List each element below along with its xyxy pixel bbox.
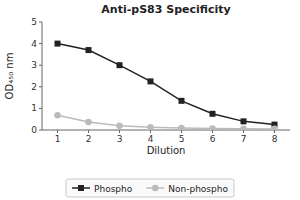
- data-point: [241, 118, 247, 124]
- y-tick-label: 5: [31, 17, 37, 27]
- x-tick: [150, 130, 151, 133]
- data-point: [271, 126, 278, 130]
- legend-marker: [152, 185, 159, 192]
- x-tick: [274, 130, 275, 133]
- x-tick-label: 7: [241, 134, 247, 144]
- legend-item: Non-phospho: [146, 184, 228, 194]
- y-tick: [39, 86, 42, 87]
- data-point: [55, 41, 61, 47]
- x-tick-label: 8: [272, 134, 278, 144]
- y-tick: [39, 43, 42, 44]
- legend-marker: [78, 185, 84, 191]
- legend-label: Non-phospho: [168, 184, 228, 194]
- y-tick-label: 2: [31, 82, 37, 92]
- data-point: [178, 125, 185, 130]
- x-tick-label: 4: [148, 134, 154, 144]
- y-tick-label: 4: [31, 39, 37, 49]
- data-point: [240, 125, 247, 130]
- x-tick-label: 1: [55, 134, 61, 144]
- x-tick: [181, 130, 182, 133]
- data-point: [54, 112, 61, 119]
- x-tick-label: 2: [86, 134, 92, 144]
- y-tick-label: 0: [31, 125, 37, 135]
- y-tick: [39, 22, 42, 23]
- data-point: [148, 78, 154, 84]
- legend-frame: [66, 179, 234, 197]
- data-point: [210, 111, 216, 117]
- chart: Anti-pS83 Specificity12345678012345Dilut…: [0, 0, 300, 200]
- y-tick: [39, 65, 42, 66]
- data-point: [85, 119, 92, 126]
- y-tick: [39, 108, 42, 109]
- x-tick: [88, 130, 89, 133]
- data-point: [147, 124, 154, 130]
- background: [0, 0, 300, 200]
- y-axis-label: OD₄₅₀ nm: [4, 53, 15, 100]
- plot-area: [54, 41, 278, 130]
- data-point: [116, 122, 123, 129]
- x-tick-label: 3: [117, 134, 123, 144]
- x-tick: [57, 130, 58, 133]
- y-axis: [42, 22, 43, 130]
- x-axis-label: Dilution: [147, 145, 186, 156]
- data-point: [209, 125, 216, 130]
- title: Anti-pS83 Specificity: [101, 3, 230, 16]
- x-tick: [243, 130, 244, 133]
- series-line: [58, 44, 275, 125]
- x-tick-label: 5: [179, 134, 185, 144]
- legend-label: Phospho: [94, 184, 133, 194]
- x-axis: [42, 130, 290, 131]
- y-tick: [39, 130, 42, 131]
- data-point: [86, 47, 92, 53]
- y-tick-label: 1: [31, 103, 37, 113]
- data-point: [179, 98, 185, 104]
- legend: Phospho Non-phospho: [66, 179, 234, 197]
- data-point: [117, 62, 123, 68]
- x-tick-label: 6: [210, 134, 216, 144]
- legend-item: Phospho: [72, 184, 133, 194]
- y-tick-label: 3: [31, 60, 37, 70]
- x-tick: [119, 130, 120, 133]
- x-tick: [212, 130, 213, 133]
